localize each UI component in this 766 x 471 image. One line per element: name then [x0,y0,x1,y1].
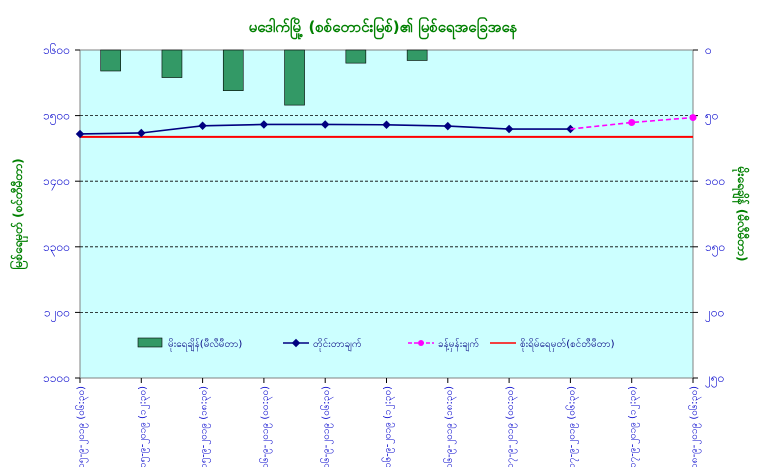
bar [222,49,244,91]
y-tick-label-left: ၁၁၀၀ [43,371,70,385]
x-tick-label: ၁၆-၉-၂၀၁၉ (၁၂:၃၀) [381,386,396,467]
legend: မိုးရေချိန်(မီလီမီတာ) တိုင်းတာချက် ခန့်မှန… [137,337,615,352]
y-tick-label-left: ၁၅၀၀ [43,109,70,126]
y-tick-label-left: ၁၆၀၀ [43,42,70,57]
point [320,120,330,129]
y-tick-label-right: ၅၀ [705,109,719,126]
x-tick-label: ၁၆-၉-၂၀၁၉ (၀၆:၃၀) [319,386,334,467]
point [259,120,269,129]
series-line-forecast [570,116,694,130]
bar [100,49,121,72]
point [137,128,146,138]
point [198,121,207,131]
y-tick-label-right: ၂၀၀ [705,305,724,322]
legend-marker [418,340,424,346]
y-axis-title-right: မိုးရေချိန် (မီလီမီတာ) [731,166,751,262]
bar [345,49,367,64]
x-tick-label: ၁၆-၉-၂၀၁၉ (၀၀:၃၀) [258,386,273,467]
bar [284,49,305,106]
bar [161,49,183,78]
x-tick-label: ၁၅-၉-၂၀၁၉ (၁၂:၃၀) [137,386,150,467]
point-forecast [628,118,636,126]
plot-background [79,49,694,379]
legend-label: တိုင်းတာချက် [313,337,362,352]
x-tick-label: ၁၆-၉-၂၀၁၉ (၁၈:၃၀) [442,386,457,467]
y-tick-label-right: ၁၅၀ [705,240,725,257]
x-tick-label: ၁၇-၉-၂၀၁၉ (၁၂:၃၀) [628,386,641,467]
y-tick-label-left: ၁၄၀၀ [43,174,70,191]
y-axis-title-left: မြစ်ရေမှတ် (စင်တီမီတာ) [8,158,29,269]
y-tick-label-right: ၁၀၀ [705,174,725,188]
legend-label: စိုးရိမ်ရေမှတ်(စင်တီမီတာ) [520,337,615,352]
x-tick-label: ၁၈-၉-၂၀၁၉ (၀၆:၃၀) [687,386,702,467]
y-tick-label-right: ၂၅၀ [705,371,724,388]
bar [406,49,428,61]
x-tick-label: ၁၇-၉-၂၀၁၉ (၀၀:၃၀) [505,386,518,467]
y-tick-label-left: ၁၂၀၀ [44,305,70,322]
y-tick-label-left: ၁၃၀၀ [43,240,70,257]
x-tick-label: ၁၅-၉-၂၀၁၉ (၁၈:၃၀) [199,386,212,467]
legend-marker [291,338,301,348]
y-tick-label-right: ၀ [705,43,712,57]
legend-label: ခန့်မှန်းချက် [438,337,479,352]
point [75,129,85,139]
legend-swatch [137,337,163,348]
point [443,121,453,131]
legend-label: မိုးရေချိန်(မီလီမီတာ) [168,337,242,352]
point [382,120,391,130]
point-forecast [689,114,697,122]
x-tick-label: ၁၇-၉-၂၀၁၉ (၀၆:၃၀) [564,386,579,467]
x-tick-label: ၁၅-၉-၂၀၁၉ (၀၆:၃၀) [74,386,89,467]
